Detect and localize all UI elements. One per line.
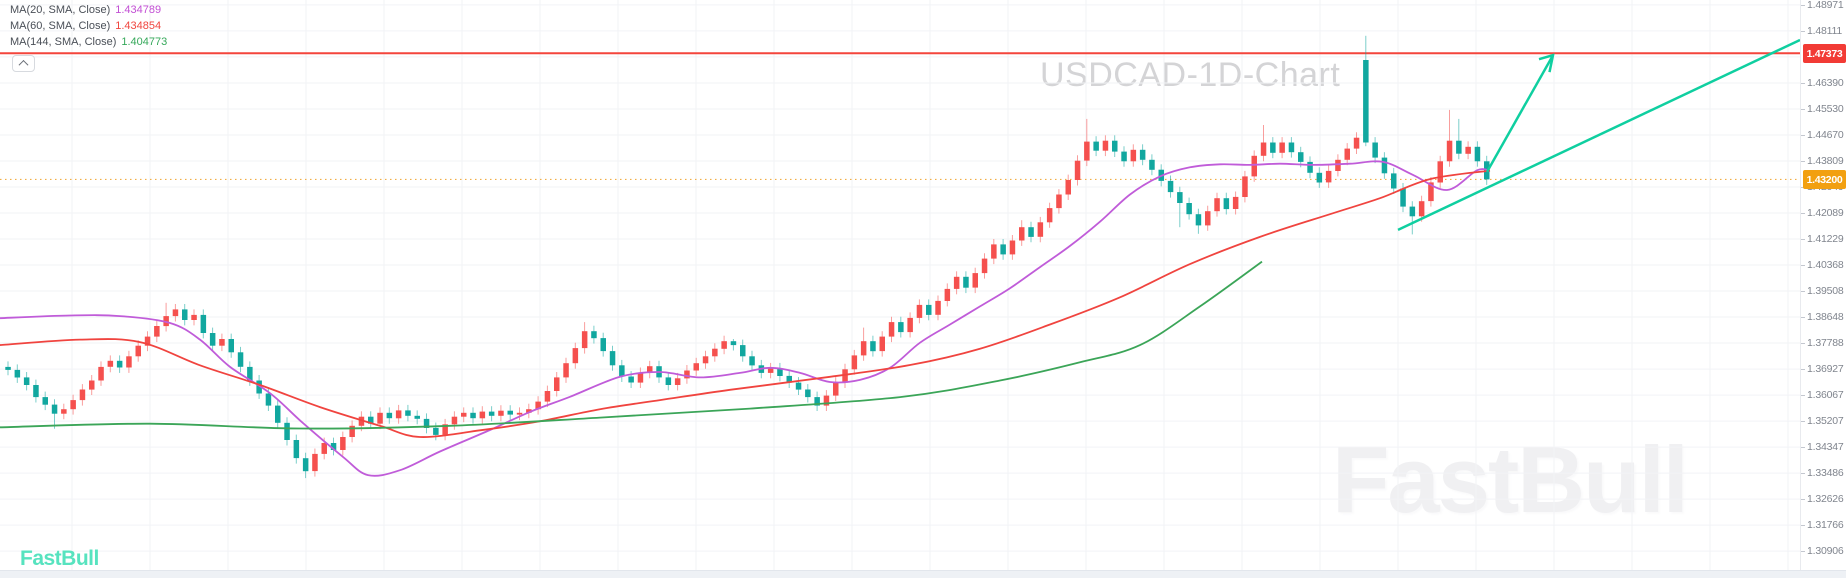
axis-tick-label: 1.48111 — [1801, 24, 1842, 38]
legend-ma60-value: 1.434854 — [115, 19, 162, 32]
axis-tick-label: 1.39508 — [1801, 284, 1844, 298]
axis-tick-label: 1.32626 — [1801, 492, 1844, 506]
axis-tick-label: 1.45530 — [1801, 102, 1844, 116]
axis-tick-label: 1.41229 — [1801, 232, 1844, 246]
legend-ma20[interactable]: MA(20, SMA, Close) 1.434789 — [10, 2, 167, 17]
price-axis[interactable]: 1.48971 1.48111 1.46390 1.45530 1.44670 1.438… — [1800, 0, 1846, 570]
legend-ma144-label: MA(144, SMA, Close) — [10, 35, 117, 48]
legend-collapse-button[interactable] — [12, 55, 35, 72]
axis-tick-label: 1.36067 — [1801, 388, 1844, 402]
ma20-line — [0, 160, 1491, 477]
axis-tick-label: 1.31766 — [1801, 518, 1844, 532]
axis-tick-label: 1.48971 — [1801, 0, 1844, 12]
legend-ma60-label: MA(60, SMA, Close) — [10, 19, 111, 32]
legend-ma144[interactable]: MA(144, SMA, Close) 1.404773 — [10, 34, 167, 49]
axis-tick-label: 1.38648 — [1801, 310, 1844, 324]
ma144-line — [0, 260, 1263, 430]
arrowhead-icon — [1538, 53, 1555, 73]
indicator-legend: MA(20, SMA, Close) 1.434789 MA(60, SMA, … — [10, 2, 167, 50]
resistance-price-badge: 1.47373 — [1803, 44, 1846, 63]
axis-tick-label: 1.35207 — [1801, 414, 1844, 428]
axis-tick-label: 1.36927 — [1801, 362, 1844, 376]
ma60-line — [0, 169, 1491, 438]
axis-tick-label: 1.40368 — [1801, 258, 1844, 272]
projection-arrow — [1485, 54, 1555, 173]
legend-ma20-value: 1.434789 — [115, 3, 162, 16]
trendline — [1397, 38, 1800, 232]
axis-tick-label: 1.30906 — [1801, 544, 1844, 558]
axis-tick-label: 1.46390 — [1801, 76, 1844, 90]
axis-tick-label: 1.44670 — [1801, 128, 1844, 142]
time-axis-strip — [0, 570, 1846, 578]
fastbull-watermark: FastBull — [1332, 427, 1689, 532]
chevron-up-icon — [18, 59, 29, 70]
axis-tick-label: 1.37788 — [1801, 336, 1844, 350]
symbol-watermark: USDCAD-1D-Chart — [1040, 56, 1341, 94]
axis-tick-label: 1.33486 — [1801, 466, 1844, 480]
current-price-badge: 1.43200 — [1803, 170, 1846, 189]
price-plot[interactable] — [0, 0, 1800, 570]
axis-tick-label: 1.42089 — [1801, 206, 1844, 220]
axis-tick-label: 1.43809 — [1801, 154, 1844, 168]
legend-ma20-label: MA(20, SMA, Close) — [10, 3, 111, 16]
legend-ma60[interactable]: MA(60, SMA, Close) 1.434854 — [10, 18, 167, 33]
axis-tick-label: 1.34347 — [1801, 440, 1844, 454]
fastbull-logo: FastBull — [20, 547, 99, 570]
legend-ma144-value: 1.404773 — [121, 35, 168, 48]
